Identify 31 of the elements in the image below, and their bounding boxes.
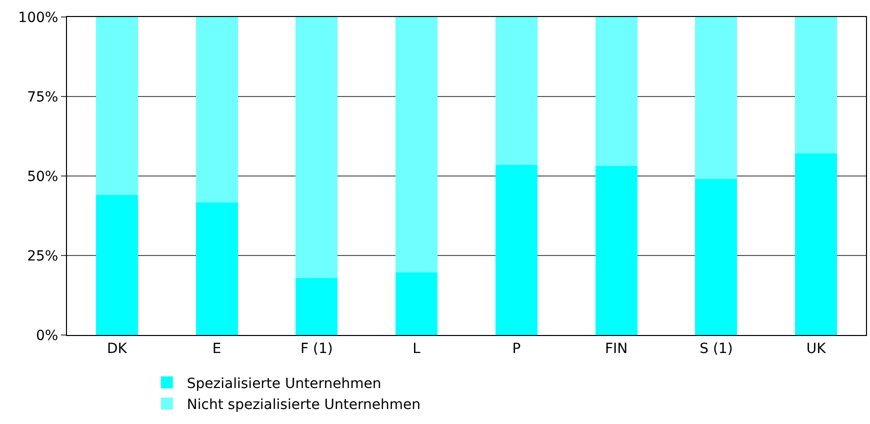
bar [396,17,438,273]
bar [795,17,838,154]
bar [495,165,538,335]
bar [296,17,338,278]
y-tick-label: 75% [27,89,58,106]
x-tick-label: E [212,340,222,357]
legend-label: Spezialisierte Unternehmen [186,376,382,392]
bar [296,278,338,335]
x-tick-label: P [512,340,521,357]
bar [196,17,238,203]
bar [96,195,138,335]
y-tick-label: 25% [27,248,58,264]
bar [196,202,238,335]
x-tick-label: FIN [604,340,628,357]
bar [495,17,538,166]
x-tick-label: UK [806,340,827,357]
bar [695,179,738,335]
y-tick-label: 50% [27,168,58,185]
y-tick-label: 100% [18,10,58,26]
x-tick-label: F (1) [300,340,333,357]
x-tick-label: DK [106,340,128,357]
bar [96,17,138,196]
y-tick-label: 0% [36,328,58,344]
bar [695,17,738,180]
x-tick-label: L [412,340,421,357]
bar [595,17,638,166]
bar [396,272,438,335]
legend-label: Nicht spezialisierte Unternehmen [186,397,420,414]
x-tick-label: S (1) [700,340,733,357]
bar [595,166,638,335]
bar [795,154,838,335]
